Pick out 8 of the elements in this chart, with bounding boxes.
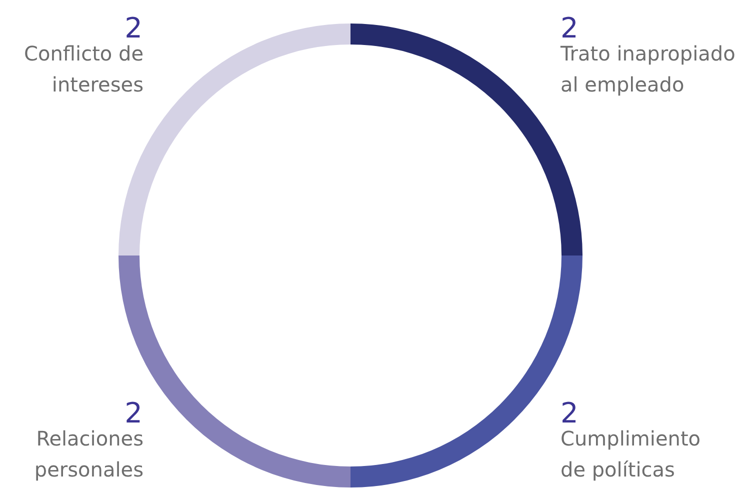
slice-label: Conflicto de intereses <box>24 42 144 97</box>
data-label: 2 <box>124 12 143 44</box>
data-label: 2 <box>560 396 578 430</box>
slice-label: Trato inapropiado al empleado <box>560 42 736 97</box>
data-label: 2 <box>124 396 143 430</box>
data-label: 2 <box>560 12 578 44</box>
slice-label: Cumplimiento de políticas <box>560 426 701 482</box>
slice-label: Relaciones personales <box>34 426 144 482</box>
